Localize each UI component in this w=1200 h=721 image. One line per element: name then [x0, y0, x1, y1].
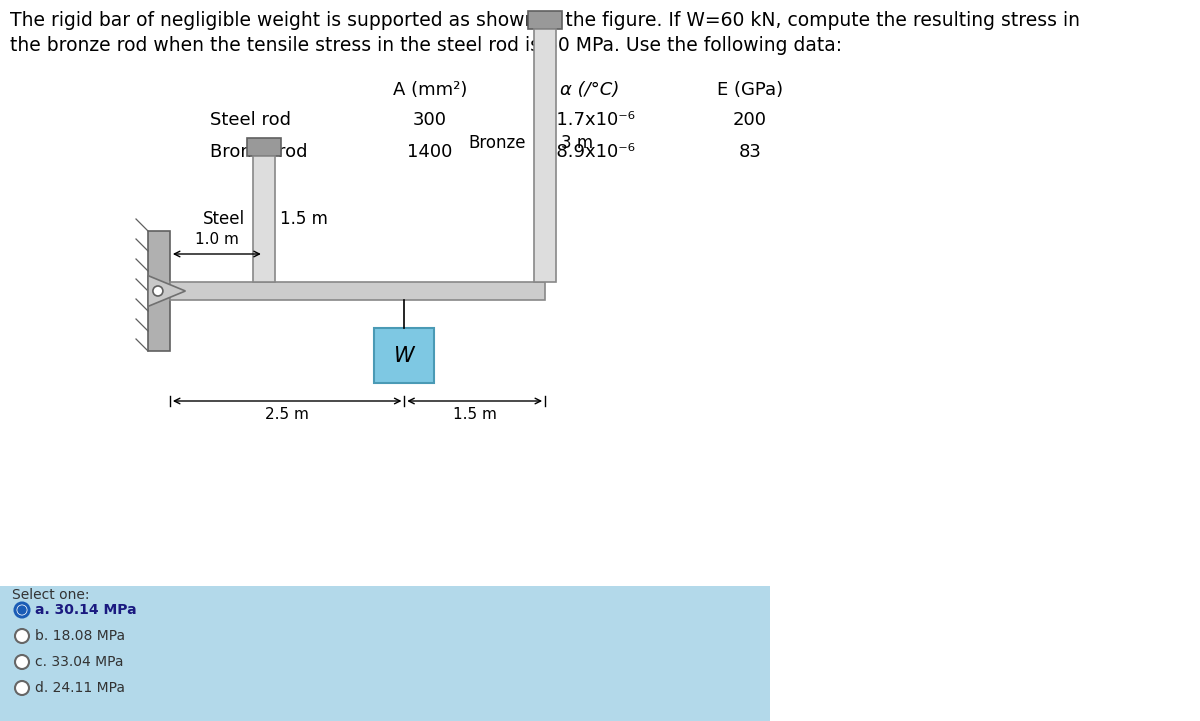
Text: 200: 200	[733, 111, 767, 129]
Circle shape	[152, 286, 163, 296]
Polygon shape	[148, 275, 186, 306]
Text: 18.9x10⁻⁶: 18.9x10⁻⁶	[545, 143, 635, 161]
Text: 1.5 m: 1.5 m	[452, 407, 497, 422]
Circle shape	[14, 603, 29, 617]
Text: Bronze rod: Bronze rod	[210, 143, 307, 161]
Text: E (GPa): E (GPa)	[716, 81, 784, 99]
Text: c. 33.04 MPa: c. 33.04 MPa	[35, 655, 124, 669]
Text: Select one:: Select one:	[12, 588, 90, 602]
Bar	[148, 231, 170, 351]
Circle shape	[14, 655, 29, 669]
Bar	[253, 156, 275, 282]
Circle shape	[14, 629, 29, 643]
Text: the bronze rod when the tensile stress in the steel rod is 50 MPa. Use the follo: the bronze rod when the tensile stress i…	[10, 36, 842, 55]
Circle shape	[14, 681, 29, 695]
Text: 2.5 m: 2.5 m	[265, 407, 310, 422]
Text: a. 30.14 MPa: a. 30.14 MPa	[35, 603, 137, 617]
Text: Steel: Steel	[203, 210, 245, 228]
Text: d. 24.11 MPa: d. 24.11 MPa	[35, 681, 125, 695]
Text: 1.5 m: 1.5 m	[280, 210, 328, 228]
Text: 300: 300	[413, 111, 446, 129]
Bar	[534, 29, 556, 282]
Circle shape	[18, 606, 26, 614]
Bar	[374, 328, 434, 383]
Text: W: W	[394, 346, 415, 366]
Text: The rigid bar of negligible weight is supported as shown in the figure. If W=60 : The rigid bar of negligible weight is su…	[10, 11, 1080, 30]
Text: 1400: 1400	[407, 143, 452, 161]
Bar	[0, 586, 770, 721]
Text: b. 18.08 MPa: b. 18.08 MPa	[35, 629, 125, 643]
Text: 83: 83	[738, 143, 762, 161]
Text: 11.7x10⁻⁶: 11.7x10⁻⁶	[545, 111, 635, 129]
Bar	[170, 282, 545, 300]
Bar	[247, 138, 281, 156]
Text: 3 m: 3 m	[562, 134, 593, 152]
Text: α (/°C): α (/°C)	[560, 81, 619, 99]
Bar	[528, 11, 562, 29]
Text: 1.0 m: 1.0 m	[194, 232, 239, 247]
Text: Bronze: Bronze	[468, 134, 526, 152]
Text: Steel rod: Steel rod	[210, 111, 292, 129]
Text: A (mm²): A (mm²)	[392, 81, 467, 99]
